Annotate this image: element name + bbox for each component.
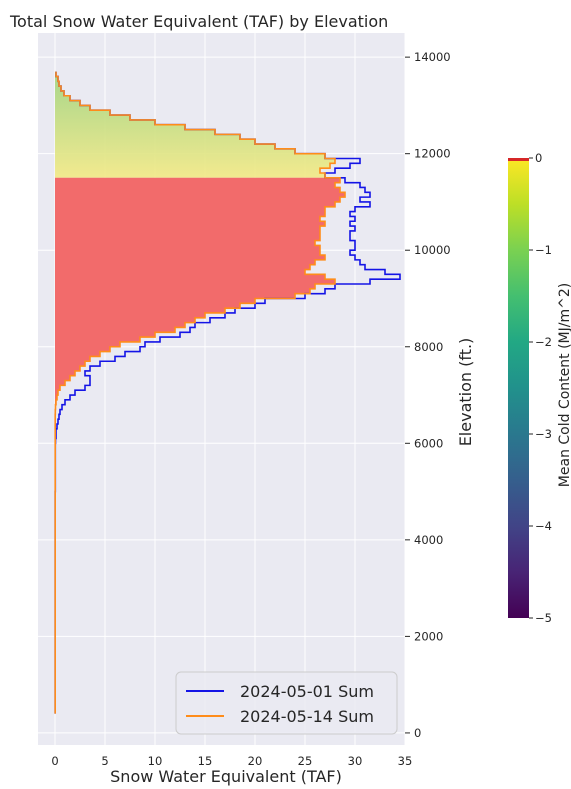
y-tick-label: 2000 xyxy=(414,629,443,643)
colorbar-tick-label: 0 xyxy=(535,151,542,165)
colorbar-tick-label: −2 xyxy=(535,335,552,349)
x-tick-label: 5 xyxy=(101,754,108,768)
x-tick-label: 15 xyxy=(198,754,213,768)
colorbar-top-band xyxy=(508,158,529,161)
y-tick-label: 4000 xyxy=(414,533,443,547)
colorbar-tick-label: −1 xyxy=(535,243,552,257)
x-axis-label: Snow Water Equivalent (TAF) xyxy=(110,767,342,786)
x-tick-label: 20 xyxy=(248,754,263,768)
colorbar-label: Mean Cold Content (MJ/m^2) xyxy=(557,283,571,487)
series-line-2024-05-14 xyxy=(54,71,346,714)
x-tick-label: 0 xyxy=(51,754,58,768)
y-axis-ticks: 0 2000 4000 6000 8000 10000 12000 14000 xyxy=(405,50,451,740)
legend: 2024-05-01 Sum 2024-05-14 Sum xyxy=(175,671,398,735)
colorbar-tick-label: −4 xyxy=(535,519,552,533)
lower-fill-region xyxy=(55,177,345,405)
y-tick-label: 6000 xyxy=(414,436,443,450)
chart-title: Total Snow Water Equivalent (TAF) by Ele… xyxy=(9,12,388,31)
colorbar-gradient xyxy=(508,158,529,618)
x-tick-label: 25 xyxy=(298,754,313,768)
y-tick-label: 14000 xyxy=(414,50,451,64)
x-tick-label: 35 xyxy=(398,754,413,768)
x-axis-ticks: 0 5 10 15 20 25 30 35 xyxy=(51,754,412,768)
y-axis-label: Elevation (ft.) xyxy=(456,338,475,447)
colorbar-tick-label: −5 xyxy=(535,611,552,625)
series-lines xyxy=(54,71,401,714)
y-tick-label: 0 xyxy=(414,726,421,740)
legend-box xyxy=(175,671,398,735)
upper-fill-region xyxy=(55,71,340,178)
y-tick-label: 12000 xyxy=(414,147,451,161)
legend-label: 2024-05-01 Sum xyxy=(240,682,374,701)
x-tick-label: 10 xyxy=(148,754,163,768)
y-tick-label: 10000 xyxy=(414,243,451,257)
legend-label: 2024-05-14 Sum xyxy=(240,707,374,726)
colorbar: 0 −1 −2 −3 −4 −5 xyxy=(508,151,552,625)
fill-regions xyxy=(55,71,345,405)
x-tick-label: 30 xyxy=(348,754,363,768)
colorbar-tick-label: −3 xyxy=(535,427,552,441)
y-tick-label: 8000 xyxy=(414,340,443,354)
